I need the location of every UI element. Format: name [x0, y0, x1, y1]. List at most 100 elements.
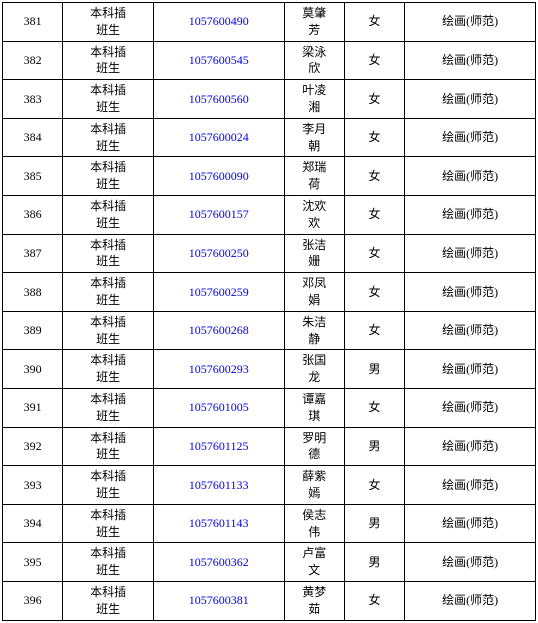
table-row: 394本科插班生1057601143侯志伟男绘画(师范) [3, 504, 536, 543]
cell-id: 1057600545 [153, 41, 284, 80]
cell-name-line: 欣 [285, 60, 344, 77]
cell-major: 绘画(师范) [405, 388, 536, 427]
cell-id: 1057600362 [153, 543, 284, 582]
table-row: 386本科插班生1057600157沈欢欢女绘画(师范) [3, 195, 536, 234]
cell-type-line: 班生 [63, 408, 153, 425]
cell-name-line: 张国 [285, 352, 344, 369]
cell-major: 绘画(师范) [405, 41, 536, 80]
table-row: 382本科插班生1057600545梁泳欣女绘画(师范) [3, 41, 536, 80]
cell-major: 绘画(师范) [405, 427, 536, 466]
table-row: 392本科插班生1057601125罗明德男绘画(师范) [3, 427, 536, 466]
cell-name: 莫肇芳 [284, 3, 344, 42]
cell-type: 本科插班生 [63, 543, 154, 582]
table-body: 381本科插班生1057600490莫肇芳女绘画(师范)382本科插班生1057… [3, 3, 536, 621]
cell-type-line: 班生 [63, 253, 153, 270]
cell-type-line: 本科插 [63, 468, 153, 485]
cell-id: 1057600490 [153, 3, 284, 42]
table-row: 387本科插班生1057600250张洁姗女绘画(师范) [3, 234, 536, 273]
cell-num: 382 [3, 41, 63, 80]
cell-num: 387 [3, 234, 63, 273]
cell-major: 绘画(师范) [405, 466, 536, 505]
cell-name-line: 谭嘉 [285, 391, 344, 408]
cell-major: 绘画(师范) [405, 3, 536, 42]
cell-gender: 女 [344, 3, 404, 42]
cell-id: 1057600157 [153, 195, 284, 234]
cell-name: 李月朝 [284, 118, 344, 157]
cell-type-line: 班生 [63, 446, 153, 463]
cell-id: 1057601143 [153, 504, 284, 543]
cell-name-line: 湘 [285, 99, 344, 116]
cell-gender: 女 [344, 41, 404, 80]
cell-type-line: 班生 [63, 331, 153, 348]
cell-name-line: 静 [285, 331, 344, 348]
cell-name-line: 莫肇 [285, 5, 344, 22]
cell-type-line: 本科插 [63, 352, 153, 369]
cell-name-line: 德 [285, 446, 344, 463]
cell-name-line: 邓凤 [285, 275, 344, 292]
cell-id: 1057601133 [153, 466, 284, 505]
cell-major: 绘画(师范) [405, 543, 536, 582]
table-row: 381本科插班生1057600490莫肇芳女绘画(师范) [3, 3, 536, 42]
cell-gender: 女 [344, 118, 404, 157]
cell-num: 396 [3, 581, 63, 620]
cell-type: 本科插班生 [63, 157, 154, 196]
cell-type-line: 本科插 [63, 82, 153, 99]
cell-gender: 男 [344, 350, 404, 389]
cell-num: 389 [3, 311, 63, 350]
cell-gender: 女 [344, 273, 404, 312]
cell-name: 卢富文 [284, 543, 344, 582]
cell-name: 朱洁静 [284, 311, 344, 350]
cell-type: 本科插班生 [63, 427, 154, 466]
cell-num: 388 [3, 273, 63, 312]
cell-name-line: 伟 [285, 524, 344, 541]
cell-type-line: 班生 [63, 176, 153, 193]
cell-name-line: 薛紫 [285, 468, 344, 485]
cell-id: 1057600259 [153, 273, 284, 312]
cell-gender: 女 [344, 466, 404, 505]
cell-name-line: 卢富 [285, 545, 344, 562]
cell-gender: 男 [344, 504, 404, 543]
cell-num: 392 [3, 427, 63, 466]
cell-type-line: 本科插 [63, 5, 153, 22]
cell-num: 390 [3, 350, 63, 389]
cell-name-line: 叶凌 [285, 82, 344, 99]
cell-gender: 女 [344, 157, 404, 196]
cell-name-line: 朱洁 [285, 314, 344, 331]
cell-major: 绘画(师范) [405, 195, 536, 234]
cell-name: 罗明德 [284, 427, 344, 466]
cell-type: 本科插班生 [63, 388, 154, 427]
cell-name-line: 欢 [285, 215, 344, 232]
cell-name-line: 侯志 [285, 507, 344, 524]
cell-major: 绘画(师范) [405, 273, 536, 312]
cell-name-line: 龙 [285, 369, 344, 386]
cell-type-line: 本科插 [63, 121, 153, 138]
table-row: 393本科插班生1057601133薛紫嫣女绘画(师范) [3, 466, 536, 505]
cell-type-line: 本科插 [63, 237, 153, 254]
cell-type-line: 本科插 [63, 507, 153, 524]
cell-name: 邓凤娟 [284, 273, 344, 312]
cell-id: 1057600090 [153, 157, 284, 196]
cell-name-line: 张洁 [285, 237, 344, 254]
cell-type-line: 班生 [63, 138, 153, 155]
cell-name-line: 琪 [285, 408, 344, 425]
cell-gender: 女 [344, 234, 404, 273]
table-row: 388本科插班生1057600259邓凤娟女绘画(师范) [3, 273, 536, 312]
cell-type-line: 班生 [63, 485, 153, 502]
cell-num: 381 [3, 3, 63, 42]
table-row: 391本科插班生1057601005谭嘉琪女绘画(师范) [3, 388, 536, 427]
cell-major: 绘画(师范) [405, 80, 536, 119]
cell-name: 沈欢欢 [284, 195, 344, 234]
cell-type: 本科插班生 [63, 3, 154, 42]
cell-gender: 女 [344, 80, 404, 119]
cell-num: 394 [3, 504, 63, 543]
cell-major: 绘画(师范) [405, 350, 536, 389]
cell-id: 1057600381 [153, 581, 284, 620]
cell-id: 1057600560 [153, 80, 284, 119]
cell-type-line: 本科插 [63, 198, 153, 215]
cell-type-line: 班生 [63, 292, 153, 309]
cell-name-line: 朝 [285, 138, 344, 155]
cell-type-line: 班生 [63, 60, 153, 77]
cell-name: 侯志伟 [284, 504, 344, 543]
cell-major: 绘画(师范) [405, 311, 536, 350]
cell-num: 383 [3, 80, 63, 119]
